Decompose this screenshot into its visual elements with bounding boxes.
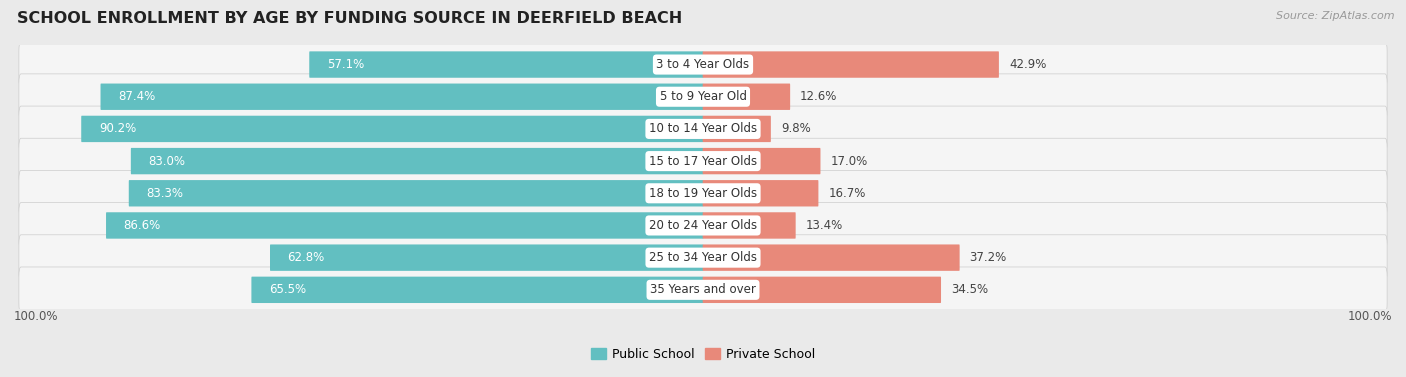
Text: SCHOOL ENROLLMENT BY AGE BY FUNDING SOURCE IN DEERFIELD BEACH: SCHOOL ENROLLMENT BY AGE BY FUNDING SOUR… [17,11,682,26]
Text: 100.0%: 100.0% [1347,310,1392,323]
FancyBboxPatch shape [129,180,703,207]
FancyBboxPatch shape [18,74,1388,120]
FancyBboxPatch shape [703,51,998,78]
FancyBboxPatch shape [309,51,703,78]
FancyBboxPatch shape [703,180,818,207]
Text: 87.4%: 87.4% [118,90,155,103]
Text: 42.9%: 42.9% [1010,58,1046,71]
FancyBboxPatch shape [270,244,703,271]
Text: 57.1%: 57.1% [326,58,364,71]
Text: 3 to 4 Year Olds: 3 to 4 Year Olds [657,58,749,71]
Text: 12.6%: 12.6% [800,90,838,103]
Text: 37.2%: 37.2% [970,251,1007,264]
FancyBboxPatch shape [18,42,1388,87]
Text: Source: ZipAtlas.com: Source: ZipAtlas.com [1277,11,1395,21]
Text: 65.5%: 65.5% [269,284,307,296]
Text: 17.0%: 17.0% [831,155,868,168]
Text: 90.2%: 90.2% [98,123,136,135]
Text: 100.0%: 100.0% [14,310,59,323]
Text: 15 to 17 Year Olds: 15 to 17 Year Olds [650,155,756,168]
FancyBboxPatch shape [703,212,796,239]
FancyBboxPatch shape [703,84,790,110]
Text: 9.8%: 9.8% [780,123,811,135]
Text: 13.4%: 13.4% [806,219,844,232]
FancyBboxPatch shape [18,170,1388,216]
FancyBboxPatch shape [82,116,703,142]
Legend: Public School, Private School: Public School, Private School [591,348,815,361]
Text: 86.6%: 86.6% [124,219,160,232]
FancyBboxPatch shape [18,138,1388,184]
FancyBboxPatch shape [18,267,1388,313]
Text: 16.7%: 16.7% [828,187,866,200]
FancyBboxPatch shape [703,116,770,142]
Text: 34.5%: 34.5% [950,284,988,296]
Text: 18 to 19 Year Olds: 18 to 19 Year Olds [650,187,756,200]
FancyBboxPatch shape [105,212,703,239]
Text: 62.8%: 62.8% [288,251,325,264]
FancyBboxPatch shape [703,277,941,303]
FancyBboxPatch shape [252,277,703,303]
FancyBboxPatch shape [703,148,821,174]
FancyBboxPatch shape [703,244,960,271]
Text: 83.3%: 83.3% [146,187,183,200]
Text: 25 to 34 Year Olds: 25 to 34 Year Olds [650,251,756,264]
Text: 83.0%: 83.0% [149,155,186,168]
Text: 35 Years and over: 35 Years and over [650,284,756,296]
FancyBboxPatch shape [18,202,1388,248]
Text: 5 to 9 Year Old: 5 to 9 Year Old [659,90,747,103]
FancyBboxPatch shape [18,235,1388,280]
FancyBboxPatch shape [100,84,703,110]
FancyBboxPatch shape [18,106,1388,152]
FancyBboxPatch shape [131,148,703,174]
Text: 10 to 14 Year Olds: 10 to 14 Year Olds [650,123,756,135]
Text: 20 to 24 Year Olds: 20 to 24 Year Olds [650,219,756,232]
